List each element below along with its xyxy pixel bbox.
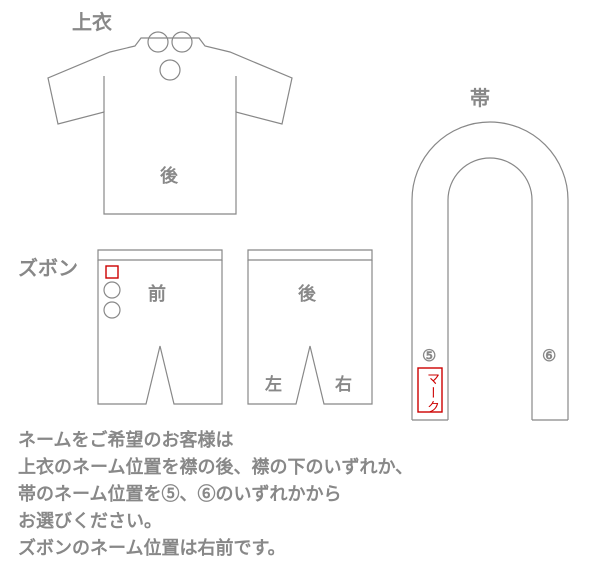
pants-back-diagram: [240, 242, 380, 417]
label-belt: 帯: [470, 82, 490, 111]
label-pants: ズボン: [18, 252, 78, 281]
footnote-text: ネームをご希望のお客様は 上衣のネーム位置を襟の後、襟の下のいずれか、 帯のネー…: [18, 427, 413, 562]
red-square-icon: [106, 266, 118, 278]
pants-front-label: 前: [148, 280, 166, 306]
pants-left-label: 左: [265, 370, 282, 395]
pants-front-diagram: [90, 242, 230, 417]
belt-num-5: ⑤: [422, 346, 436, 366]
belt-mark-label: マーク: [423, 372, 442, 414]
jacket-back-label: 後: [160, 162, 178, 188]
jacket-diagram: [40, 28, 300, 228]
pants-back-label: 後: [298, 280, 316, 306]
belt-num-6: ⑥: [542, 346, 556, 366]
pants-right-label: 右: [335, 370, 352, 395]
